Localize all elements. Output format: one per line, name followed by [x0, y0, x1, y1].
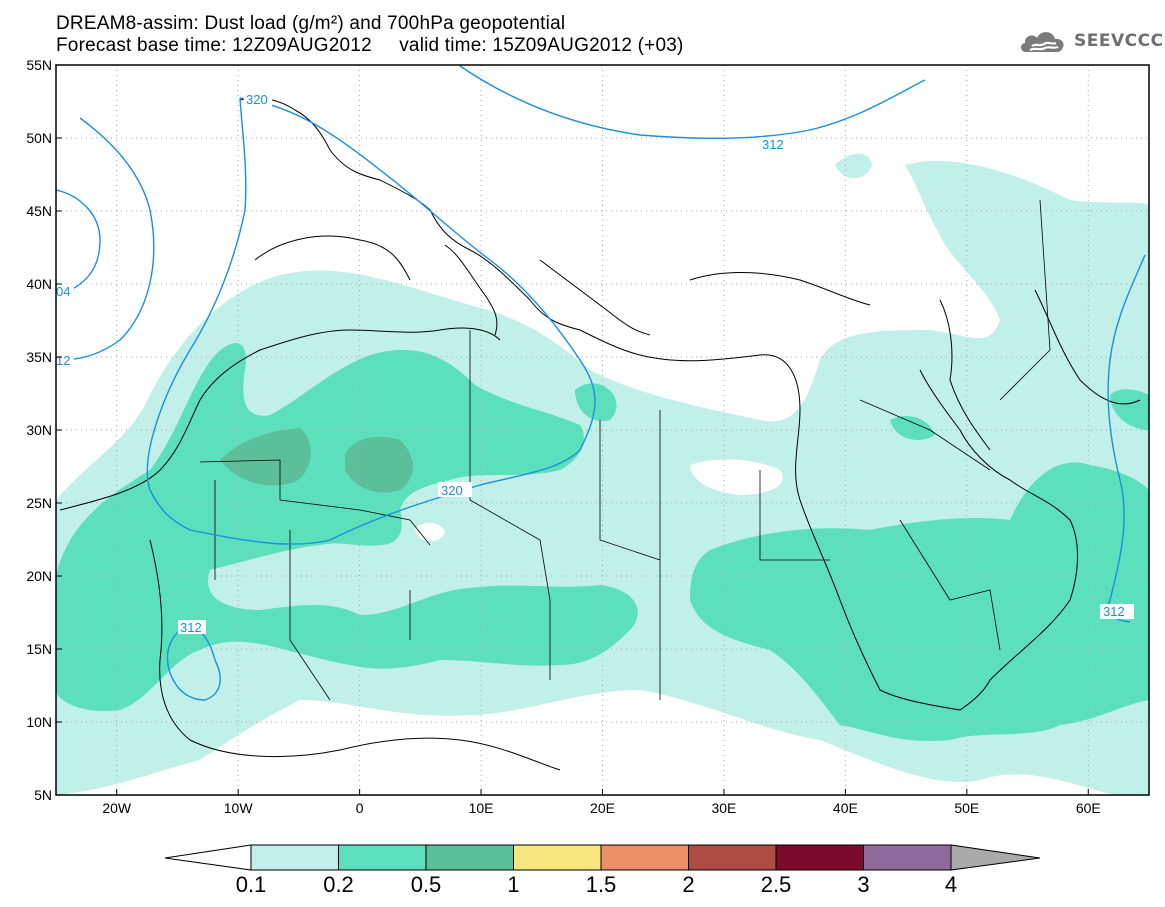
lat-tick-label: 45N: [26, 203, 52, 219]
lat-tick-label: 30N: [26, 422, 52, 438]
lon-tick-label: 50E: [954, 800, 979, 816]
colorbar-cell: [863, 844, 952, 871]
seevccc-logo: SEEVCCC: [1018, 26, 1164, 56]
lat-tick-label: 35N: [26, 349, 52, 365]
lon-tick-label: 10W: [224, 800, 254, 816]
colorbar-cell: [338, 844, 427, 871]
colorbar-under-arrow: [164, 844, 252, 871]
contour-label: 04: [56, 284, 70, 299]
lat-tick-label: 50N: [26, 130, 52, 146]
map-graticule: [56, 65, 1149, 795]
colorbar-over-arrow: [950, 844, 1041, 871]
contour-label: 320: [441, 483, 463, 498]
colorbar-label: 0.2: [323, 872, 354, 897]
colorbar-label: 2.5: [761, 872, 792, 897]
map-title: DREAM8-assim: Dust load (g/m²) and 700hP…: [56, 13, 566, 34]
contour-label: 320: [246, 92, 268, 107]
lat-tick-label: 40N: [26, 276, 52, 292]
longitude-axis: 20W 10W 0 10E 20E 30E 40E 50E 60E: [102, 789, 1101, 816]
colorbar-cell: [513, 844, 602, 871]
colorbar-label: 3: [857, 872, 869, 897]
colorbar-cell: [775, 844, 864, 871]
lon-tick-label: 10E: [469, 800, 494, 816]
dust-band-dense: [220, 428, 414, 493]
map-subtitle: Forecast base time: 12Z09AUG2012 valid t…: [56, 35, 684, 56]
geopotential-contours: [56, 65, 1146, 701]
colorbar-label: 2: [682, 872, 694, 897]
contour-label: 12: [56, 353, 70, 368]
dust-gaps: [415, 459, 783, 542]
colorbar-label: 0.5: [411, 872, 442, 897]
lon-tick-label: 0: [356, 800, 364, 816]
country-borders: [199, 199, 1051, 701]
lat-tick-label: 10N: [26, 714, 52, 730]
colorbar-cell: [425, 844, 514, 871]
lat-tick-label: 25N: [26, 495, 52, 511]
lon-tick-label: 60E: [1076, 800, 1101, 816]
colorbar: 0.1 0.2 0.5 1 1.5 2 2.5 3 4: [164, 844, 1041, 897]
lat-tick-label: 5N: [34, 787, 52, 803]
lon-tick-label: 30E: [711, 800, 736, 816]
map-area: [56, 65, 1149, 795]
colorbar-cell: [688, 844, 777, 871]
colorbar-label: 0.1: [236, 872, 267, 897]
lat-tick-label: 55N: [26, 57, 52, 73]
colorbar-label: 4: [945, 872, 957, 897]
colorbar-label: 1.5: [586, 872, 617, 897]
contour-label: 312: [762, 137, 784, 152]
lon-tick-label: 20E: [590, 800, 615, 816]
latitude-axis: 5N 10N 15N 20N 25N 30N 35N 40N 45N 50N 55N: [26, 57, 62, 803]
contour-label: 312: [1103, 604, 1125, 619]
contour-labels: 320 312 320 312 312 04 12: [56, 92, 1134, 635]
colorbar-label: 1: [507, 872, 519, 897]
lon-tick-label: 20W: [102, 800, 132, 816]
colorbar-cell: [600, 844, 689, 871]
cloud-logo-icon: [1020, 32, 1064, 52]
logo-text: SEEVCCC: [1074, 31, 1164, 51]
dust-band-medium: [56, 343, 1149, 742]
lat-tick-label: 20N: [26, 568, 52, 584]
contour-label: 312: [180, 620, 202, 635]
lat-tick-label: 15N: [26, 641, 52, 657]
colorbar-cell: [250, 844, 339, 871]
lon-tick-label: 40E: [833, 800, 858, 816]
